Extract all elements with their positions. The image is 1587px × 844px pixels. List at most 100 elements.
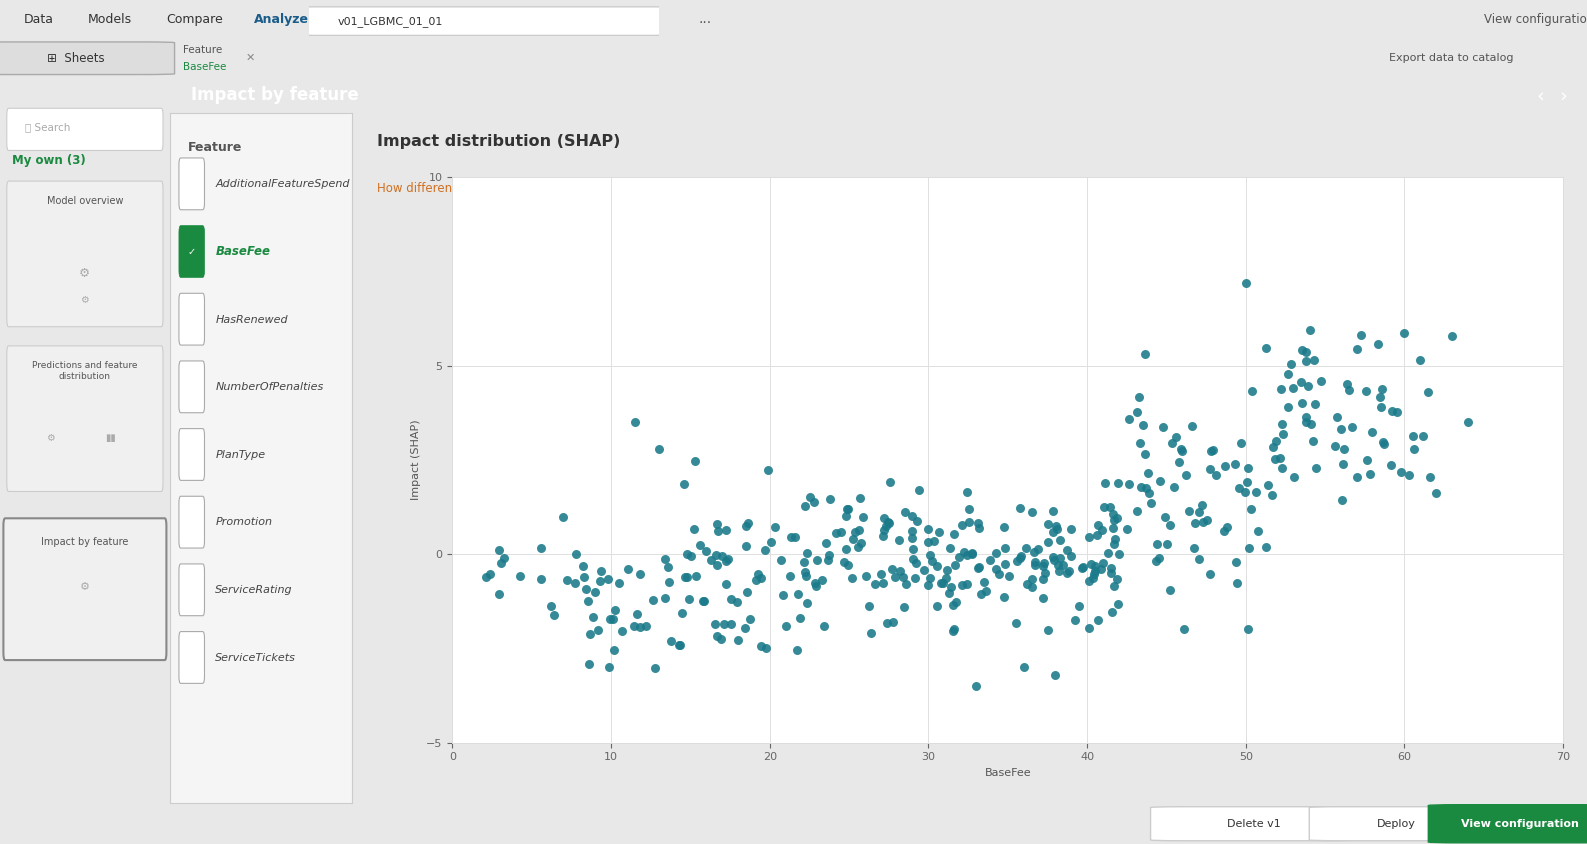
FancyBboxPatch shape xyxy=(1428,804,1587,843)
Point xyxy=(1401,442,1427,456)
Point xyxy=(1244,485,1270,499)
Point xyxy=(1185,506,1211,519)
Point xyxy=(1011,661,1036,674)
Point xyxy=(833,509,859,522)
Point xyxy=(930,576,955,590)
Text: Export data to catalog: Export data to catalog xyxy=(1389,53,1512,63)
Point xyxy=(735,516,760,529)
Point xyxy=(811,619,836,633)
Point xyxy=(714,554,740,567)
Point xyxy=(1370,382,1395,396)
Point xyxy=(871,529,897,543)
Point xyxy=(787,612,813,625)
Point xyxy=(1152,511,1178,524)
Point xyxy=(746,567,771,581)
Point xyxy=(768,554,794,567)
Point xyxy=(1174,468,1200,482)
Point xyxy=(1298,417,1324,430)
Point xyxy=(1014,577,1039,591)
Point xyxy=(971,575,997,588)
Point xyxy=(1392,326,1417,339)
Point xyxy=(1331,442,1357,456)
Point xyxy=(589,565,614,578)
Point xyxy=(987,568,1013,582)
Point xyxy=(694,544,719,558)
Point xyxy=(973,585,998,598)
Point xyxy=(1293,416,1319,430)
Point xyxy=(735,585,760,598)
Point xyxy=(1136,486,1162,500)
Point xyxy=(966,521,992,534)
Point xyxy=(1078,557,1103,571)
Point xyxy=(1222,457,1247,471)
Point xyxy=(960,546,986,560)
Point xyxy=(835,502,860,516)
Point xyxy=(743,573,768,587)
Text: ⚙: ⚙ xyxy=(79,267,90,279)
Point xyxy=(940,598,965,612)
Point xyxy=(1133,482,1159,495)
Point xyxy=(957,502,982,516)
Point xyxy=(646,442,671,456)
Point xyxy=(1143,555,1168,568)
Point xyxy=(1100,507,1125,521)
Point xyxy=(1124,406,1149,419)
Text: NumberOfPenalties: NumberOfPenalties xyxy=(216,382,324,392)
Point xyxy=(1263,434,1289,447)
Point xyxy=(476,567,501,581)
Point xyxy=(993,542,1019,555)
Point xyxy=(1181,541,1206,555)
Point xyxy=(581,611,606,625)
Text: ✕: ✕ xyxy=(246,53,256,63)
Point xyxy=(835,503,860,517)
Point xyxy=(1084,528,1109,541)
Point xyxy=(1347,328,1373,342)
Text: ⚙: ⚙ xyxy=(79,582,90,592)
Point xyxy=(1266,451,1292,464)
Point xyxy=(1008,501,1033,515)
Point xyxy=(1189,499,1214,512)
Point xyxy=(1260,489,1285,502)
Point xyxy=(1076,530,1101,544)
Point xyxy=(870,576,895,590)
Point xyxy=(887,564,913,577)
Point xyxy=(562,576,587,590)
Point xyxy=(1090,556,1116,570)
Text: ✓: ✓ xyxy=(187,246,195,257)
Point xyxy=(959,548,984,561)
Point xyxy=(1098,605,1124,619)
Point xyxy=(1171,622,1197,636)
Point xyxy=(814,536,840,549)
Point xyxy=(871,522,897,536)
Text: ServiceTickets: ServiceTickets xyxy=(216,652,297,663)
Text: HasRenewed: HasRenewed xyxy=(216,315,289,325)
Point xyxy=(473,571,498,584)
Point xyxy=(574,594,600,608)
Point xyxy=(954,548,979,561)
Point xyxy=(784,643,809,657)
Point xyxy=(992,591,1017,604)
Point xyxy=(1162,481,1187,495)
Point xyxy=(551,511,576,524)
Point xyxy=(817,492,843,506)
Point xyxy=(1036,517,1062,530)
Text: ▮▮: ▮▮ xyxy=(105,433,116,443)
Point xyxy=(1246,524,1271,538)
Point xyxy=(624,607,649,620)
Point xyxy=(824,526,849,539)
Text: BaseFee: BaseFee xyxy=(216,246,270,258)
Point xyxy=(1276,368,1301,381)
Point xyxy=(938,541,963,555)
Point xyxy=(1201,444,1227,457)
Point xyxy=(1397,468,1422,481)
Point xyxy=(1279,357,1305,371)
Point xyxy=(893,577,919,591)
Point xyxy=(944,596,970,609)
Point xyxy=(1051,558,1076,571)
FancyBboxPatch shape xyxy=(179,564,205,616)
Text: How different values in a selected feature influence the prediction. Selected fe: How different values in a selected featu… xyxy=(378,182,928,195)
Point xyxy=(1022,555,1047,569)
Point xyxy=(652,592,678,605)
Point xyxy=(1254,342,1279,355)
Point xyxy=(1330,494,1355,507)
